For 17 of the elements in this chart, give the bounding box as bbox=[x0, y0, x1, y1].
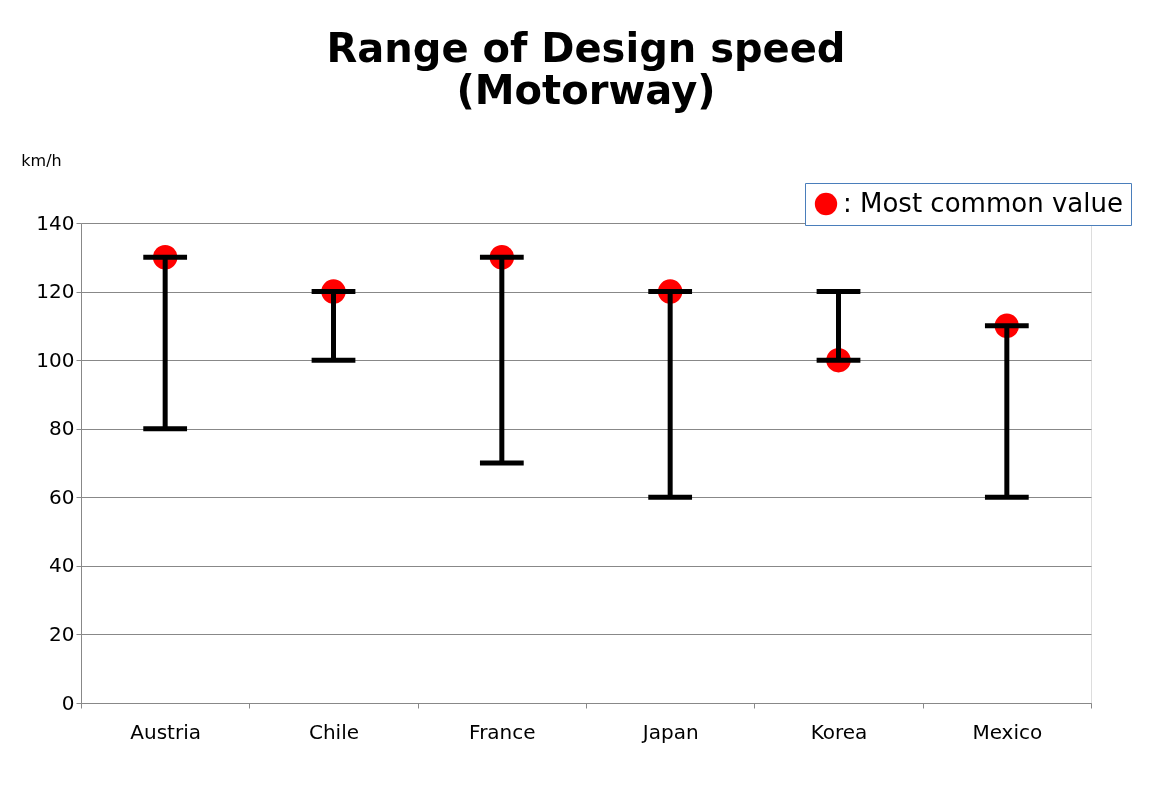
y-tick-label: 100 bbox=[36, 347, 75, 372]
x-tick-label: Chile bbox=[308, 719, 360, 744]
y-tick-label: 120 bbox=[36, 279, 75, 304]
y-tick-label: 80 bbox=[49, 416, 75, 441]
y-tick-label: 20 bbox=[49, 621, 75, 646]
chart-title: Range of Design speed (Motorway) bbox=[326, 25, 846, 113]
x-tick-label: Austria bbox=[130, 719, 201, 744]
x-tick-label: France bbox=[469, 719, 536, 744]
y-tick-label: 40 bbox=[49, 553, 75, 578]
x-tick-label: Korea bbox=[810, 719, 868, 744]
y-tick-label: 0 bbox=[61, 690, 75, 715]
x-tick-label: Japan bbox=[640, 719, 699, 744]
x-tick-label: Mexico bbox=[972, 719, 1043, 744]
y-tick-label: 60 bbox=[49, 484, 75, 509]
y-tick-label: 140 bbox=[36, 210, 75, 235]
legend-label: : Most common value bbox=[843, 188, 1123, 218]
y-axis-title: km/h bbox=[21, 150, 62, 170]
